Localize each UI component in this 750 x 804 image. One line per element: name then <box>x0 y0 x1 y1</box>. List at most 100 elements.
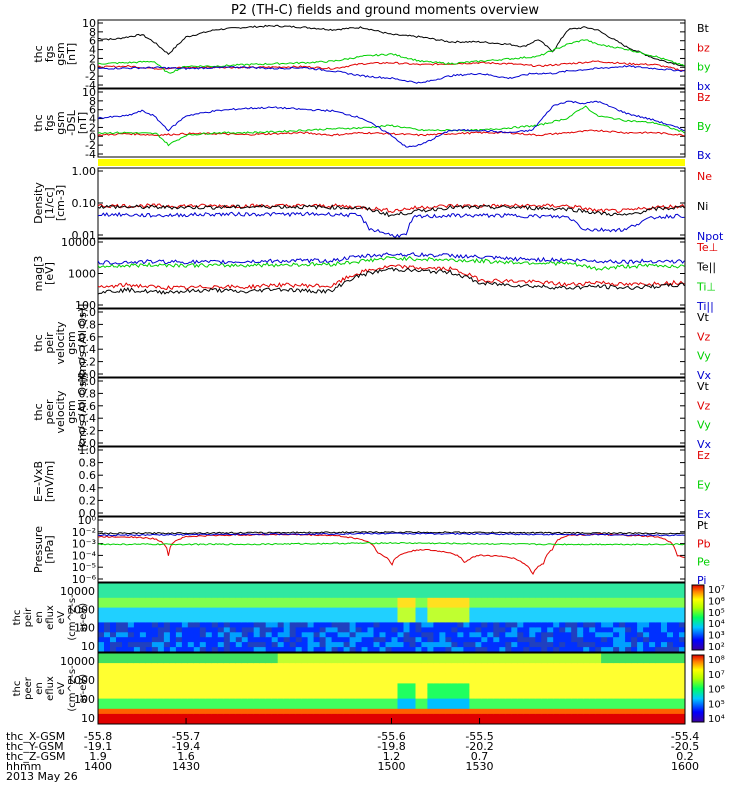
spectrogram-cell <box>475 642 482 648</box>
spectrogram-cell <box>391 647 398 653</box>
spectrogram-cell <box>541 612 548 618</box>
spectrogram-cell <box>523 718 530 725</box>
spectrogram-cell <box>577 637 584 643</box>
spectrogram-cell <box>655 718 662 725</box>
spectrogram-cell <box>379 637 386 643</box>
spectrogram-cell <box>463 627 470 633</box>
spectrogram-cell <box>427 617 434 623</box>
spectrogram-cell <box>343 642 351 648</box>
spectrogram-cell <box>235 642 243 648</box>
spectrogram-cell <box>253 718 261 725</box>
spectrogram-cell <box>325 627 333 633</box>
spectrogram-cell <box>577 678 584 684</box>
spectrogram-cell <box>439 668 446 674</box>
spectrogram-cell <box>577 602 584 609</box>
spectrogram-cell <box>373 612 380 618</box>
spectrogram-cell <box>451 718 458 725</box>
spectrogram-cell <box>451 693 458 700</box>
spectrogram-cell <box>307 713 315 720</box>
spectrogram-cell <box>457 708 464 715</box>
spectrogram-cell <box>541 617 548 623</box>
spectrogram-cell <box>559 718 566 725</box>
spectrogram-cell <box>145 698 153 705</box>
spectrogram-cell <box>463 647 470 653</box>
spectrogram-cell <box>373 658 380 664</box>
spectrogram-cell <box>553 617 560 623</box>
colorbar-tick-label: 10⁷ <box>708 585 725 596</box>
spectrogram-cell <box>619 678 626 684</box>
spectrogram-cell <box>373 708 380 715</box>
spectrogram-cell <box>133 632 141 638</box>
spectrogram-cell <box>373 713 380 720</box>
spectrogram-cell <box>253 708 261 715</box>
spectrogram-cell <box>325 587 333 594</box>
spectrogram-cell <box>433 688 440 695</box>
spectrogram-cell <box>505 708 512 715</box>
spectrogram-cell <box>481 658 488 664</box>
spectrogram-cell <box>343 617 351 623</box>
spectrogram-cell <box>139 632 147 638</box>
spectrogram-cell <box>667 583 674 589</box>
spectrogram-cell <box>493 713 500 720</box>
spectrogram-cell <box>667 663 674 669</box>
spectrogram-cell <box>505 653 512 659</box>
spectrogram-cell <box>181 617 189 623</box>
spectrogram-cell <box>499 583 506 589</box>
spectrogram-cell <box>487 587 494 594</box>
spectrogram-cell <box>355 632 363 638</box>
spectrogram-cell <box>541 622 548 628</box>
spectrogram-cell <box>337 632 345 638</box>
spectrogram-cell <box>343 663 351 669</box>
spectrogram-cell <box>223 587 231 594</box>
legend-Bz: Bz <box>697 91 711 104</box>
spectrogram-cell <box>487 602 494 609</box>
spectrogram-cell <box>541 647 548 653</box>
spectrogram-cell <box>163 607 171 613</box>
spectrogram-cell <box>187 597 195 604</box>
spectrogram-cell <box>397 587 404 594</box>
spectrogram-cell <box>415 632 422 638</box>
spectrogram-cell <box>229 627 237 633</box>
spectrogram-cell <box>409 612 416 618</box>
spectrogram-cell <box>631 683 638 689</box>
spectrogram-cell <box>463 632 470 638</box>
spectrogram-cell <box>277 718 285 725</box>
spectrogram-cell <box>289 592 297 599</box>
spectrogram-cell <box>127 647 135 653</box>
y-tick-label: 1.0 <box>79 306 97 319</box>
spectrogram-cell <box>181 703 189 710</box>
spectrogram-cell <box>355 718 363 725</box>
spectrogram-cell <box>205 583 213 589</box>
spectrogram-cell <box>187 678 195 684</box>
spectrogram-cell <box>667 698 674 705</box>
spectrogram-cell <box>613 583 620 589</box>
spectrogram-cell <box>157 627 165 633</box>
spectrogram-cell <box>583 663 590 669</box>
spectrogram-cell <box>157 663 165 669</box>
spectrogram-cell <box>667 632 674 638</box>
spectrogram-cell <box>229 658 237 664</box>
spectrogram-cell <box>301 673 309 679</box>
spectrogram-cell <box>361 632 369 638</box>
spectrogram-cell <box>169 627 177 633</box>
spectrogram-cell <box>631 602 638 609</box>
spectrogram-cell <box>511 688 518 695</box>
spectrogram-cell <box>589 642 596 648</box>
spectrogram-cell <box>337 713 345 720</box>
spectrogram-cell <box>649 602 656 609</box>
y-axis-label: thcpeirvelocitygsm[km/s (All Qs)] <box>32 304 89 383</box>
y-tick-label: 4 <box>89 113 96 126</box>
spectrogram-cell <box>433 627 440 633</box>
spectrogram-cell <box>577 632 584 638</box>
spectrogram-cell <box>541 632 548 638</box>
spectrogram-cell <box>625 632 632 638</box>
spectrogram-cell <box>469 622 476 628</box>
spectrogram-cell <box>481 627 488 633</box>
spectrogram-cell <box>247 597 255 604</box>
spectrogram-cell <box>199 693 207 700</box>
spectrogram-cell <box>595 663 602 669</box>
spectrogram-cell <box>247 617 255 623</box>
spectrogram-cell <box>319 587 327 594</box>
spectrogram-cell <box>499 713 506 720</box>
